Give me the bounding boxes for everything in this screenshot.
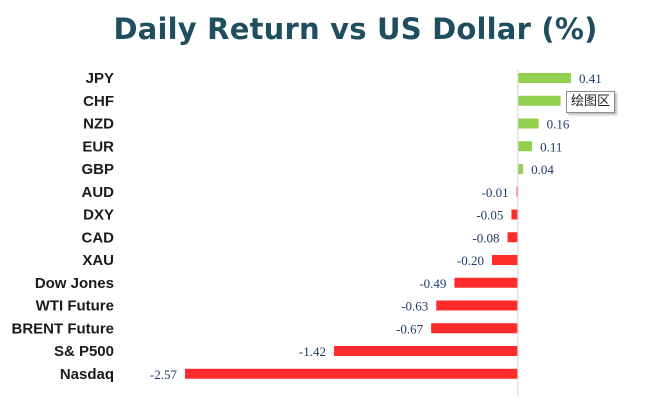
value-label-nasdaq: -2.57 xyxy=(150,367,178,382)
category-label-chf: CHF xyxy=(83,93,114,110)
value-label-s-p500: -1.42 xyxy=(299,344,326,359)
category-label-wti-future: WTI Future xyxy=(36,298,114,315)
category-label-jpy: JPY xyxy=(86,70,114,87)
bar-chf xyxy=(517,95,561,106)
category-label-xau: XAU xyxy=(82,252,114,269)
bar-nzd xyxy=(517,118,539,129)
category-label-cad: CAD xyxy=(82,229,115,246)
value-label-cad: -0.08 xyxy=(472,230,499,245)
bar-nasdaq xyxy=(185,368,518,379)
bar-xau xyxy=(491,255,518,265)
value-label-jpy: 0.41 xyxy=(579,71,602,86)
bar-gbp xyxy=(517,164,524,174)
chart-title: Daily Return vs US Dollar (%) xyxy=(113,12,598,46)
bar-jpy xyxy=(517,73,571,83)
value-label-dxy: -0.05 xyxy=(476,208,503,223)
category-label-gbp: GBP xyxy=(81,161,114,178)
bar-wti-future xyxy=(436,300,518,311)
bar-s-p500 xyxy=(333,346,518,356)
category-label-eur: EUR xyxy=(82,138,114,155)
bar-cad xyxy=(507,232,518,243)
bar-dow-jones xyxy=(454,277,518,288)
labels-group: JPY 0.41 CHF NZD 0.16 EUR 0.11 GBP 0.04 AUD -0.01 D… xyxy=(12,70,602,383)
category-label-dxy: DXY xyxy=(83,207,114,224)
value-label-aud: -0.01 xyxy=(482,185,509,200)
plot-area-tooltip: 绘图区 xyxy=(566,91,616,113)
category-label-nzd: NZD xyxy=(83,116,114,133)
value-label-nzd: 0.16 xyxy=(547,117,570,132)
value-label-brent-future: -0.67 xyxy=(396,321,424,336)
category-label-brent-future: BRENT Future xyxy=(12,320,115,337)
bar-brent-future xyxy=(431,323,518,334)
bar-dxy xyxy=(511,209,518,220)
value-label-dow-jones: -0.49 xyxy=(419,276,446,291)
value-label-xau: -0.20 xyxy=(457,253,484,268)
category-label-aud: AUD xyxy=(82,184,115,201)
value-label-gbp: 0.04 xyxy=(531,162,554,177)
bars-group xyxy=(185,73,571,379)
category-label-nasdaq: Nasdaq xyxy=(60,366,114,383)
category-label-s-p500: S& P500 xyxy=(54,343,114,360)
value-label-wti-future: -0.63 xyxy=(401,299,428,314)
category-label-dow-jones: Dow Jones xyxy=(35,275,114,292)
bar-eur xyxy=(517,141,533,152)
value-label-eur: 0.11 xyxy=(540,139,562,154)
